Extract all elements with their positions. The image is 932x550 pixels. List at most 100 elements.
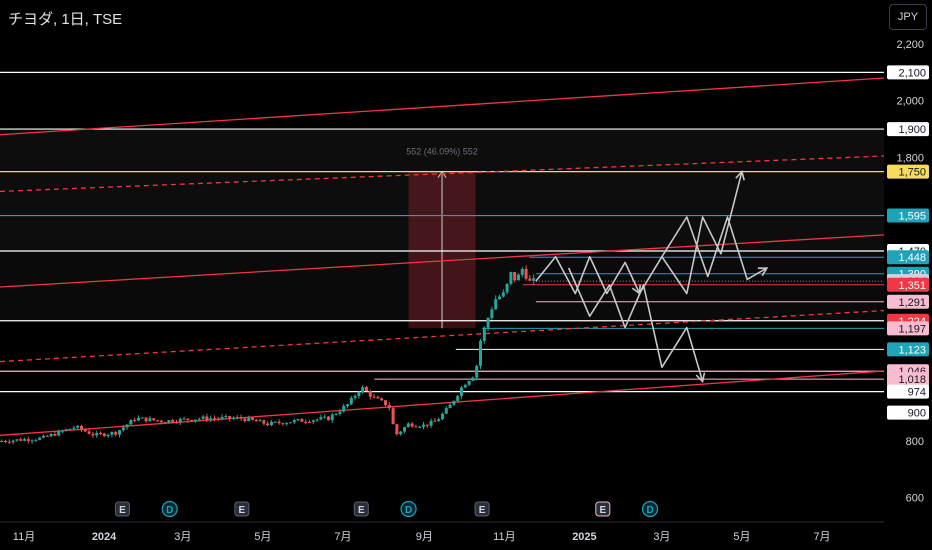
- dividend-marker-label: D: [646, 505, 653, 516]
- candle-body: [414, 426, 418, 428]
- price-level-badge: [887, 208, 929, 223]
- candle-body: [247, 417, 251, 421]
- candle-body: [513, 272, 517, 281]
- candle-body: [467, 380, 471, 385]
- price-level-label: 1,291: [898, 297, 926, 309]
- trend-line: [0, 370, 885, 436]
- projection-path: [535, 255, 641, 295]
- candle-body: [11, 440, 15, 443]
- price-level-badge: [887, 384, 929, 399]
- projection-arrowhead: [757, 267, 769, 277]
- candle-body: [364, 387, 368, 392]
- earnings-marker: [234, 501, 250, 517]
- candle-body: [243, 418, 247, 421]
- projection-path: [567, 267, 704, 382]
- candle-body: [277, 421, 281, 424]
- candle-body: [110, 432, 114, 435]
- candle-body: [402, 427, 406, 432]
- candle-body: [418, 426, 422, 428]
- candle-body: [121, 427, 125, 431]
- price-level-badge: [887, 122, 929, 137]
- candle-body: [361, 387, 365, 393]
- time-tick-label: 7月: [813, 531, 830, 543]
- candle-body: [395, 424, 399, 435]
- candle-body: [497, 296, 501, 300]
- candle-body: [193, 419, 197, 421]
- price-level-label: 2,100: [898, 67, 926, 79]
- candle-body: [292, 420, 296, 423]
- time-tick-label: 5月: [254, 531, 271, 543]
- price-tick-label: 2,200: [896, 39, 924, 51]
- time-tick-label: 3月: [174, 531, 191, 543]
- candle-body: [429, 420, 433, 426]
- candle-body: [532, 278, 536, 281]
- candle-body: [235, 417, 239, 419]
- candle-body: [22, 439, 26, 441]
- time-tick-label: 9月: [416, 531, 433, 543]
- price-level-badge: [887, 65, 929, 80]
- candle-body: [7, 441, 11, 443]
- candle-body: [220, 417, 224, 419]
- price-level-badge: [887, 321, 929, 336]
- candle-body: [224, 416, 228, 418]
- earnings-marker: [353, 501, 369, 517]
- candle-body: [338, 411, 342, 414]
- candle-body: [372, 396, 376, 398]
- dividend-marker: [161, 500, 178, 518]
- price-level-label: 1,197: [898, 323, 926, 335]
- trend-line: [0, 155, 885, 193]
- candle-body: [334, 413, 338, 415]
- candle-body: [440, 413, 444, 420]
- earnings-marker-label: E: [358, 505, 365, 516]
- candle-body: [167, 420, 171, 423]
- candle-body: [353, 395, 357, 398]
- candle-body: [482, 327, 486, 341]
- candle-body: [144, 417, 148, 422]
- candle-body: [106, 434, 110, 437]
- candle-body: [448, 404, 452, 409]
- candle-body: [174, 422, 178, 424]
- candle-body: [140, 417, 144, 419]
- candle-body: [216, 418, 220, 420]
- dividend-marker-label: D: [405, 505, 412, 516]
- candle-body: [201, 416, 205, 419]
- candle-body: [300, 419, 304, 422]
- candle-body: [311, 420, 315, 422]
- candle-body: [516, 274, 520, 281]
- time-tick-label: 2025: [572, 531, 596, 543]
- candle-body: [368, 391, 372, 397]
- candle-body: [186, 418, 190, 420]
- price-level-badge: [887, 342, 929, 357]
- candle-body: [68, 428, 72, 430]
- candle-body: [387, 405, 391, 409]
- measure-label: 552 (46.09%) 552: [406, 147, 478, 157]
- candle-body: [60, 430, 64, 432]
- time-tick-label: 5月: [733, 531, 750, 543]
- price-level-label: 974: [908, 387, 926, 399]
- candle-body: [433, 420, 437, 422]
- candle-body: [345, 404, 349, 407]
- candle-body: [98, 433, 102, 435]
- candle-body: [304, 421, 308, 423]
- candle-body: [15, 439, 19, 441]
- candle-body: [524, 268, 528, 279]
- price-level-label: 1,351: [898, 280, 926, 292]
- candle-body: [478, 340, 482, 366]
- chart-title: チヨダ, 1日, TSE: [8, 11, 123, 28]
- candle-body: [117, 430, 121, 435]
- candle-body: [425, 424, 429, 426]
- candle-body: [250, 417, 254, 420]
- candle-body: [136, 417, 140, 421]
- candle-body: [266, 423, 270, 426]
- candle-body: [296, 419, 300, 421]
- currency-button[interactable]: JPY: [889, 4, 927, 30]
- candle-body: [486, 317, 490, 328]
- candle-body: [501, 292, 505, 297]
- price-level-badge: [887, 277, 929, 292]
- earnings-marker-label: E: [119, 505, 126, 516]
- projection-arrowhead: [735, 169, 745, 181]
- candle-body: [383, 400, 387, 406]
- candle-body: [49, 434, 53, 437]
- candle-body: [342, 406, 346, 412]
